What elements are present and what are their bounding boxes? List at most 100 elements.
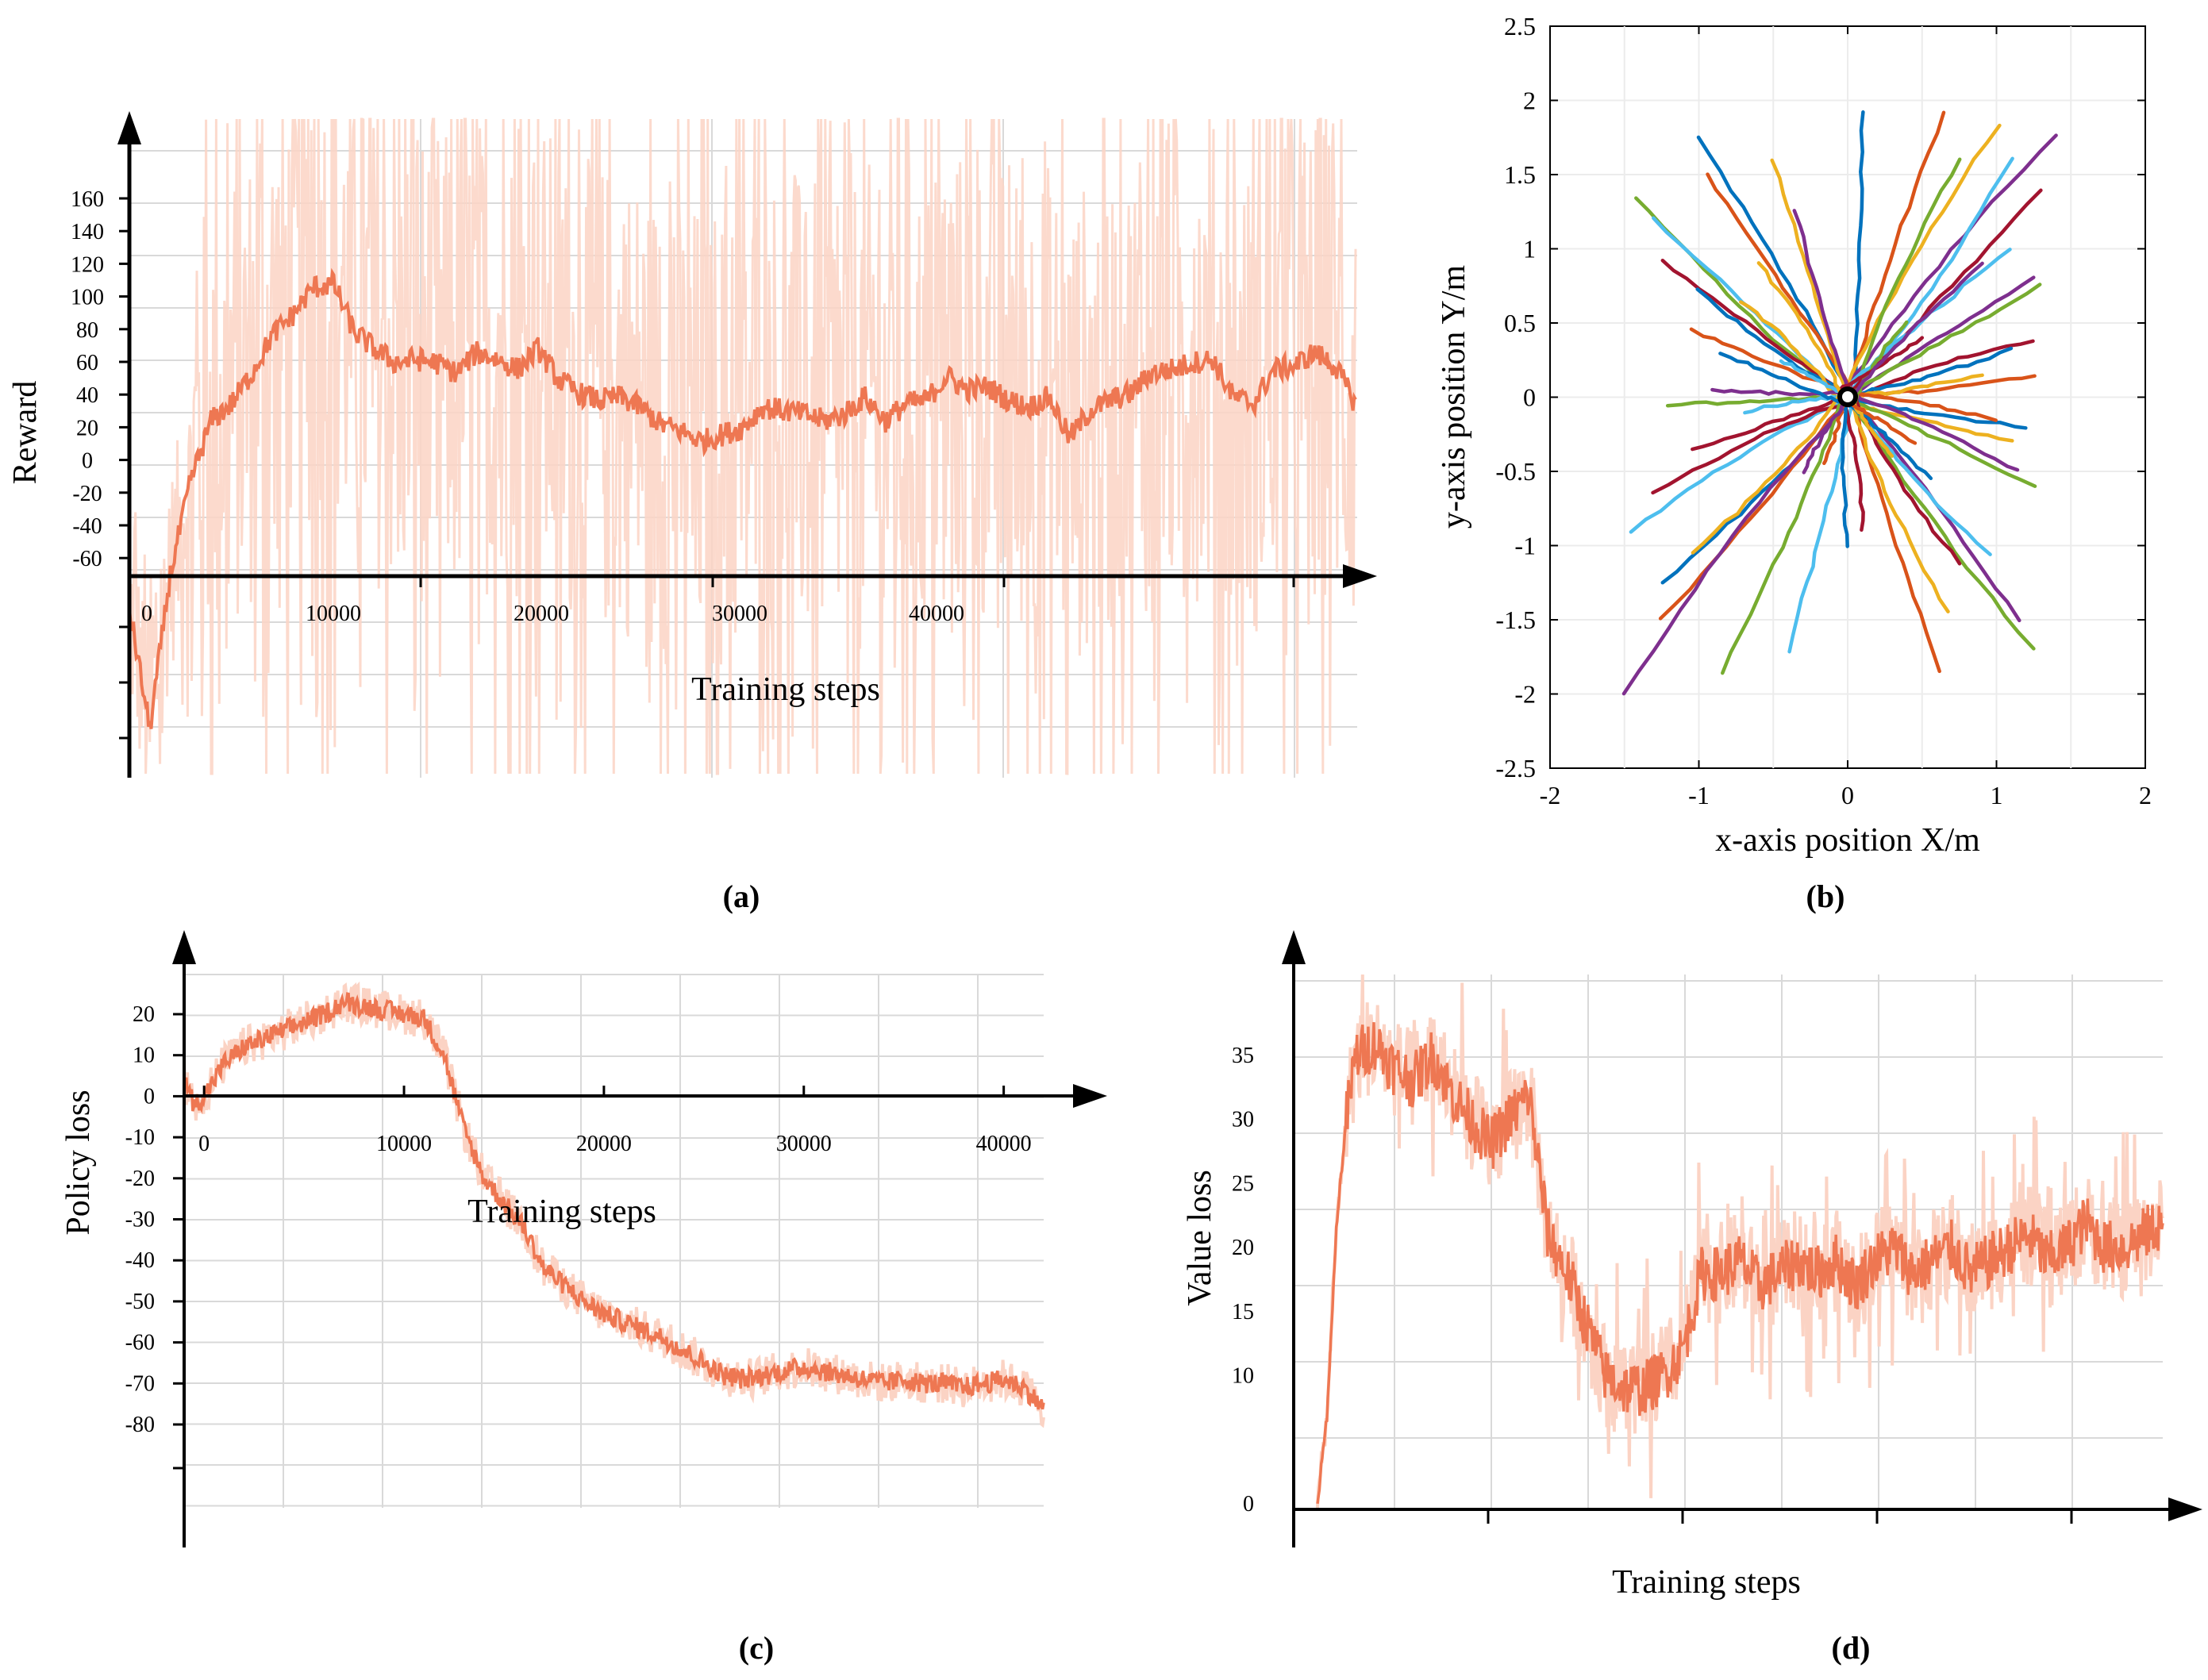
panel-b-trajectory (1658, 388, 1852, 621)
panel-b-trajectory (1739, 300, 1841, 408)
panel-b-y-tick-label: 0.5 (1504, 309, 1536, 337)
panel-d-value-loss-series (1316, 1022, 2164, 1505)
panel-a-reward-chart: 160 140 120 100 80 60 40 20 0 -20 -40 -60 0 10000 200… (7, 111, 1377, 914)
panel-d-x-label: Training steps (1612, 1564, 1801, 1601)
panel-c-y-arrow (172, 930, 196, 964)
panel-b-trajectory (1770, 158, 1850, 404)
panel-d-y-arrow (1282, 930, 1306, 964)
panel-c-policy-loss-line (183, 992, 1045, 1410)
panel-b-y-tick-label: 2 (1523, 86, 1536, 115)
panel-c-y-tick-label: -80 (125, 1413, 155, 1437)
panel-a-y-tick-label: 40 (76, 383, 98, 408)
panel-a-caption: (a) (723, 878, 760, 914)
panel-b-trajectory (1621, 399, 1855, 696)
panel-b-trajectory-chart: 2.521.510.50-0.5-1-1.5-2-2.5 -2 -1 0 1 2 x-a… (1436, 12, 2152, 914)
panel-d-value-loss-line (1316, 1022, 2164, 1505)
panel-b-trajectory (1743, 394, 1853, 415)
panel-a-y-tick-label: 80 (76, 318, 98, 343)
panel-c-y-tick-label: -10 (125, 1125, 155, 1150)
panel-b-trajectory (1721, 403, 1841, 675)
panel-a-y-tick-label: 160 (71, 187, 104, 212)
panel-b-y-tick-label: 1.5 (1504, 160, 1536, 189)
panel-c-y-tick-label: -30 (125, 1208, 155, 1232)
panel-d-x-arrow (2168, 1497, 2202, 1521)
panel-b-trajectory (1691, 390, 1844, 555)
panel-b-caption: (b) (1806, 878, 1845, 914)
panel-c-policy-loss-chart: 20 10 0 -10 -20 -30 -40 -50 -60 -70 -80 0 10000 2000… (60, 930, 1107, 1666)
panel-c-x-label: Training steps (467, 1194, 656, 1230)
panel-b-trajectories (1621, 110, 2058, 696)
panel-d-y-tick-label: 10 (1232, 1364, 1254, 1389)
panel-c-x-tick-label: 10000 (376, 1132, 432, 1156)
panel-a-y-label: Reward (7, 381, 44, 485)
panel-a-x-tick-label: 40000 (909, 602, 964, 626)
panel-b-y-tick-label: -2.5 (1495, 754, 1536, 782)
panel-b-x-tick-label: 1 (1991, 781, 2003, 809)
panel-d-caption: (d) (1832, 1630, 1871, 1666)
panel-b-trajectory (1691, 390, 1856, 452)
panel-b-y-tick-label: -0.5 (1495, 457, 1536, 486)
panel-b-x-tick-label: 0 (1841, 781, 1854, 809)
panel-b-trajectory (1844, 283, 2042, 398)
panel-c-y-tick-label: -60 (125, 1331, 155, 1355)
panel-b-y-tick-label: -2 (1514, 680, 1536, 709)
panel-b-trajectory (1629, 402, 1845, 534)
panel-a-y-tick-label: -20 (72, 482, 102, 506)
panel-c-x-arrow (1073, 1084, 1107, 1108)
panel-b-trajectory (1651, 398, 1856, 495)
panel-a-y-tick-label: 140 (71, 220, 104, 244)
panel-d-x-tick-marks (1487, 1509, 2073, 1524)
panel-b-y-label: y-axis position Y/m (1436, 265, 1472, 529)
panel-b-y-tick-label: 2.5 (1504, 12, 1536, 40)
panel-c-y-tick-label: 10 (133, 1044, 155, 1068)
panel-a-y-tick-label: 120 (71, 252, 104, 277)
panel-a-x-arrow (1343, 564, 1377, 588)
panel-a-y-arrow (117, 111, 141, 144)
panel-b-trajectory (1854, 157, 1962, 394)
panel-b-y-tick-label: -1 (1514, 532, 1536, 560)
panel-b-trajectory (1845, 397, 2037, 488)
panel-c-x-tick-label: 0 (198, 1132, 210, 1156)
panel-b-trajectory (1787, 394, 1855, 654)
panel-c-y-tick-label: 0 (144, 1084, 155, 1109)
panel-b-trajectory (1756, 261, 1843, 397)
panel-b-x-label: x-axis position X/m (1715, 822, 1980, 859)
panel-b-trajectory (1696, 135, 1853, 399)
panel-a-y-tick-label: 0 (82, 449, 93, 474)
panel-b-trajectory (1850, 391, 1998, 422)
panel-b-trajectory (1851, 400, 1950, 613)
panel-c-y-tick-label: -40 (125, 1248, 155, 1273)
panel-a-y-tick-label: 100 (71, 286, 104, 310)
panel-b-y-tick-label: 1 (1523, 235, 1536, 263)
panel-c-policy-loss-series (183, 981, 1045, 1428)
panel-c-x-tick-label: 30000 (776, 1132, 832, 1156)
panel-d-y-tick-label: 25 (1232, 1171, 1254, 1196)
panel-c-raw-policy-loss-line (183, 981, 1045, 1428)
panel-a-x-tick-label: 0 (141, 602, 152, 626)
panel-d-y-label: Value loss (1182, 1170, 1218, 1306)
panel-a-reward-line (128, 267, 1357, 729)
panel-b-trajectory (1844, 390, 2020, 472)
panel-c-caption: (c) (739, 1630, 774, 1666)
panel-c-y-label: Policy loss (60, 1090, 97, 1235)
panel-c-y-tick-label: -20 (125, 1167, 155, 1191)
panel-b-x-tick-label: -1 (1688, 781, 1710, 809)
panel-b-y-tick-label: 0 (1523, 383, 1536, 412)
panel-c-x-tick-label: 20000 (576, 1132, 632, 1156)
panel-b-y-tick-label: -1.5 (1495, 605, 1536, 634)
panel-a-x-tick-label: 20000 (514, 602, 569, 626)
panel-a-reward-series (128, 267, 1357, 729)
panel-c-y-tick-label: -70 (125, 1371, 155, 1396)
panel-b-trajectory (1853, 320, 1909, 404)
panel-d-y-tick-label: 20 (1232, 1236, 1254, 1260)
panel-b-trajectory (1840, 123, 2002, 398)
panel-c-y-tick-label: -50 (125, 1290, 155, 1314)
panel-d-y-tick-label: 35 (1232, 1044, 1254, 1068)
panel-b-x-tick-label: -2 (1540, 781, 1561, 809)
panel-b-trajectory (1695, 287, 1852, 398)
panel-a-x-label: Training steps (691, 671, 880, 708)
panel-a-x-tick-label: 30000 (712, 602, 767, 626)
panel-b-trajectory (1840, 389, 1849, 548)
